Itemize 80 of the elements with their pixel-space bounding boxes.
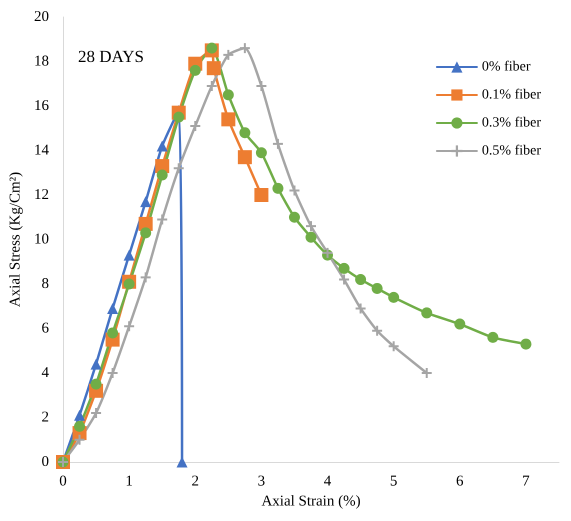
y-tick-label: 8 [42, 276, 49, 292]
point [238, 150, 252, 164]
point [272, 138, 283, 149]
point [90, 358, 102, 370]
point [173, 112, 184, 123]
point [156, 169, 168, 180]
point [422, 368, 432, 378]
point [206, 80, 217, 91]
point [487, 332, 498, 343]
point [90, 378, 102, 390]
point [355, 274, 366, 286]
point [288, 212, 300, 223]
legend-label: 0% fiber [482, 60, 531, 74]
legend-label: 0.1% fiber [482, 88, 542, 102]
point [256, 147, 267, 158]
point [156, 140, 168, 152]
point [221, 112, 236, 126]
y-tick-label: 10 [34, 232, 49, 248]
x-tick-label: 2 [192, 474, 200, 490]
point [124, 278, 135, 290]
point [190, 121, 200, 132]
point [272, 182, 284, 194]
point [107, 327, 118, 338]
y-tick-label: 0 [42, 454, 49, 470]
y-tick-label: 4 [42, 365, 50, 381]
legend-label: 0.3% fiber [482, 116, 542, 130]
point [74, 434, 85, 445]
point [372, 282, 383, 294]
point [190, 64, 201, 76]
x-tick-label: 3 [258, 474, 266, 490]
point [454, 318, 466, 330]
point [124, 250, 135, 261]
point [107, 302, 118, 314]
x-tick-label: 7 [522, 474, 530, 490]
point [140, 196, 152, 208]
point [206, 42, 218, 54]
point [124, 321, 134, 332]
point [174, 163, 184, 174]
point [388, 292, 400, 303]
x-tick-label: 0 [59, 474, 67, 490]
point [206, 61, 221, 76]
point [140, 272, 151, 282]
point [520, 338, 532, 350]
y-tick-label: 14 [34, 142, 50, 158]
point [421, 307, 432, 318]
y-tick-label: 18 [34, 54, 49, 70]
x-tick-label: 5 [390, 474, 398, 490]
y-tick-label: 2 [42, 410, 49, 426]
point [306, 221, 316, 232]
point [289, 186, 300, 196]
y-tick-label: 20 [34, 9, 49, 25]
point [74, 410, 86, 421]
y-axis-title: Axial Stress (Kg/Cm²) [8, 172, 24, 308]
y-tick-label: 12 [34, 187, 49, 203]
y-tick-label: 16 [34, 98, 50, 114]
x-tick-label: 6 [456, 474, 464, 490]
point [91, 408, 102, 418]
point [254, 188, 268, 202]
point [338, 262, 350, 274]
point [306, 232, 316, 243]
point [356, 303, 366, 314]
point [74, 420, 86, 432]
legend-label: 0.5% fiber [482, 144, 542, 158]
point [222, 89, 234, 100]
point [388, 341, 399, 352]
point [108, 368, 118, 378]
point [239, 127, 250, 138]
point [256, 80, 266, 91]
point [157, 214, 168, 224]
x-tick-label: 4 [324, 474, 332, 490]
point [140, 227, 152, 238]
x-tick-label: 1 [125, 474, 133, 490]
x-axis-title: Axial Strain (%) [261, 493, 361, 510]
point [372, 326, 382, 336]
point [240, 43, 250, 54]
y-tick-label: 6 [42, 320, 50, 336]
annotation: 28 DAYS [78, 47, 144, 66]
point [339, 274, 350, 285]
point [322, 248, 333, 258]
point [223, 50, 234, 60]
